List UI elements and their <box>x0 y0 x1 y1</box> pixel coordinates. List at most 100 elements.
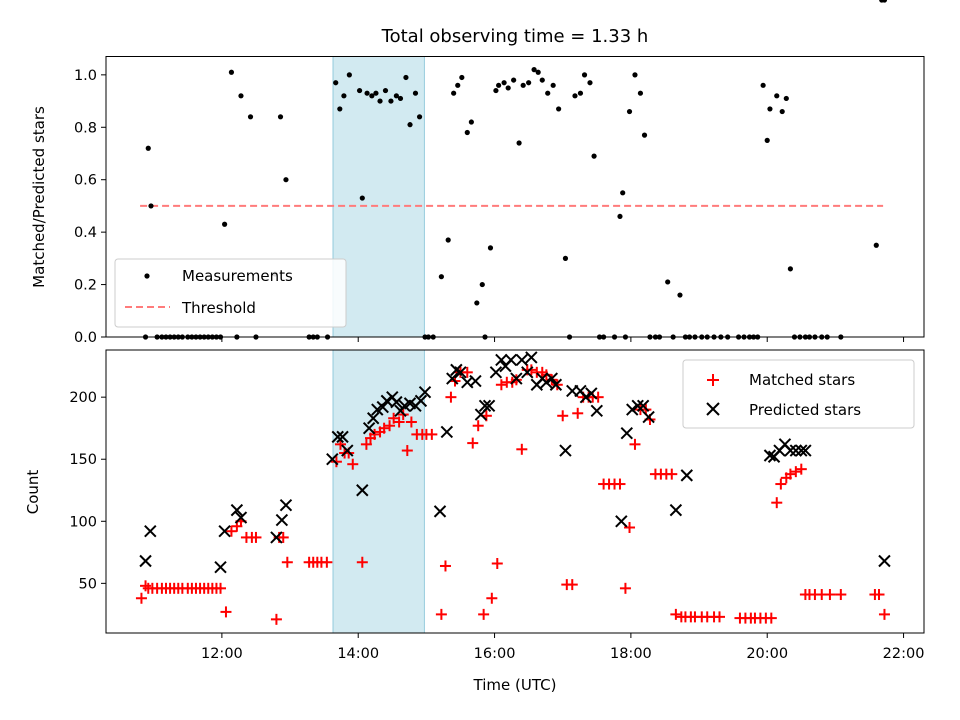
measurement-point <box>416 114 423 120</box>
predicted-star-point <box>139 554 152 568</box>
matched-star-point <box>835 589 847 601</box>
matched-star-point <box>445 391 457 403</box>
x-tick-label: 22:00 <box>883 646 925 662</box>
measurement-point <box>632 72 638 78</box>
predicted-star-point <box>549 378 563 391</box>
x-tick-label: 16:00 <box>474 646 516 662</box>
bottom-legend: Matched stars Predicted stars <box>682 359 915 429</box>
bottom-y-tick-label: 100 <box>69 514 97 530</box>
measurement-point <box>501 80 507 86</box>
measurement-point <box>407 122 413 128</box>
predicted-star-point <box>218 525 231 538</box>
predicted-star-point <box>515 353 529 367</box>
matched-star-point <box>439 560 451 572</box>
legend-measurements-marker <box>144 273 150 279</box>
measurement-point <box>787 266 793 272</box>
measurement-point <box>505 85 511 91</box>
matched-star-point <box>878 608 890 620</box>
measurement-point <box>464 129 470 136</box>
predicted-star-point <box>144 525 157 538</box>
measurement-point <box>412 90 419 96</box>
measurement-point <box>526 80 532 86</box>
matched-star-point <box>566 579 578 591</box>
predicted-star-point <box>489 366 503 379</box>
predicted-star-point <box>214 561 227 574</box>
bottom-y-tick-label: 200 <box>69 390 97 406</box>
top-panel: 0.0 0.2 0.4 0.6 0.8 1.0 Total observing time … <box>30 0 925 346</box>
top-y-axis-label: Matched/Predicted stars <box>30 106 48 288</box>
predicted-star-point <box>279 498 293 512</box>
predicted-star-point <box>270 531 283 544</box>
predicted-star-point <box>680 469 693 482</box>
predicted-star-point <box>376 400 389 414</box>
bottom-y-tick-label: 150 <box>69 452 97 468</box>
top-legend: Measurements Threshold <box>114 258 347 328</box>
measurement-point <box>677 292 683 298</box>
predicted-star-point <box>230 503 244 517</box>
measurement-point <box>382 87 389 94</box>
predicted-star-point <box>521 366 534 379</box>
measurement-point <box>222 221 228 227</box>
measurement-point <box>531 67 537 73</box>
measurement-point <box>373 90 379 96</box>
predicted-star-point <box>795 444 808 457</box>
measurement-point <box>562 255 569 261</box>
legend-measurements-label: Measurements <box>182 267 293 285</box>
matched-star-point <box>624 521 636 533</box>
measurement-point <box>572 93 578 99</box>
bottom-panel: 50 100 150 200 12:00 14:00 16:00 18:00 20:00 22:0… <box>24 349 925 694</box>
matched-star-point <box>401 445 413 457</box>
measurement-point <box>550 82 556 88</box>
measurement-point <box>283 177 289 183</box>
matched-star-point <box>347 458 359 470</box>
predicted-star-point <box>326 453 339 466</box>
measurement-point <box>620 190 626 196</box>
matched-star-point <box>714 611 725 623</box>
predicted-star-point <box>636 399 650 413</box>
measurement-point <box>539 77 545 83</box>
measurement-point <box>341 93 347 99</box>
predicted-star-point <box>799 444 812 457</box>
top-y-tick-label: 0.2 <box>74 278 97 294</box>
measurement-point <box>228 69 235 75</box>
matched-star-point <box>378 422 390 434</box>
matched-star-point <box>670 608 682 620</box>
matched-star-point <box>405 416 417 428</box>
top-y-tick-label: 1.0 <box>74 68 97 84</box>
matched-star-point <box>491 557 503 569</box>
matched-star-point <box>775 478 787 490</box>
predicted-star-point <box>341 444 354 457</box>
bottom-legend-box <box>682 359 915 429</box>
measurement-point <box>516 140 522 146</box>
predicted-star-point <box>331 430 344 444</box>
top-chart-title: Total observing time = 1.33 h <box>381 26 649 47</box>
bottom-plot-frame <box>105 349 925 634</box>
predicted-star-point <box>540 376 553 389</box>
measurement-point <box>577 90 584 96</box>
top-y-tick-label: 0.0 <box>74 330 97 346</box>
measurement-point <box>238 93 244 99</box>
matched-star-point <box>330 456 342 468</box>
predicted-star-point <box>789 444 803 457</box>
matched-star-point <box>435 608 447 620</box>
legend-predicted-label: Predicted stars <box>749 401 861 419</box>
measurement-point <box>487 245 494 251</box>
predicted-star-point <box>545 372 559 385</box>
predicted-star-point <box>763 449 777 462</box>
matched-star-point <box>495 379 507 391</box>
matched-star-point <box>220 606 232 618</box>
predicted-star-point <box>414 394 428 408</box>
measurement-point <box>581 72 588 78</box>
measurement-point <box>779 108 785 115</box>
matched-star-point <box>765 612 777 624</box>
measurement-point <box>496 82 502 88</box>
matched-star-point <box>277 531 289 543</box>
legend-threshold-label: Threshold <box>181 299 256 317</box>
matched-star-point <box>393 416 405 428</box>
predicted-star-point <box>878 554 891 568</box>
predicted-star-point <box>615 515 628 528</box>
predicted-star-point <box>495 353 508 367</box>
matched-star-point <box>629 438 641 450</box>
bottom-highlight-span <box>332 349 425 634</box>
predicted-star-point <box>642 410 655 424</box>
